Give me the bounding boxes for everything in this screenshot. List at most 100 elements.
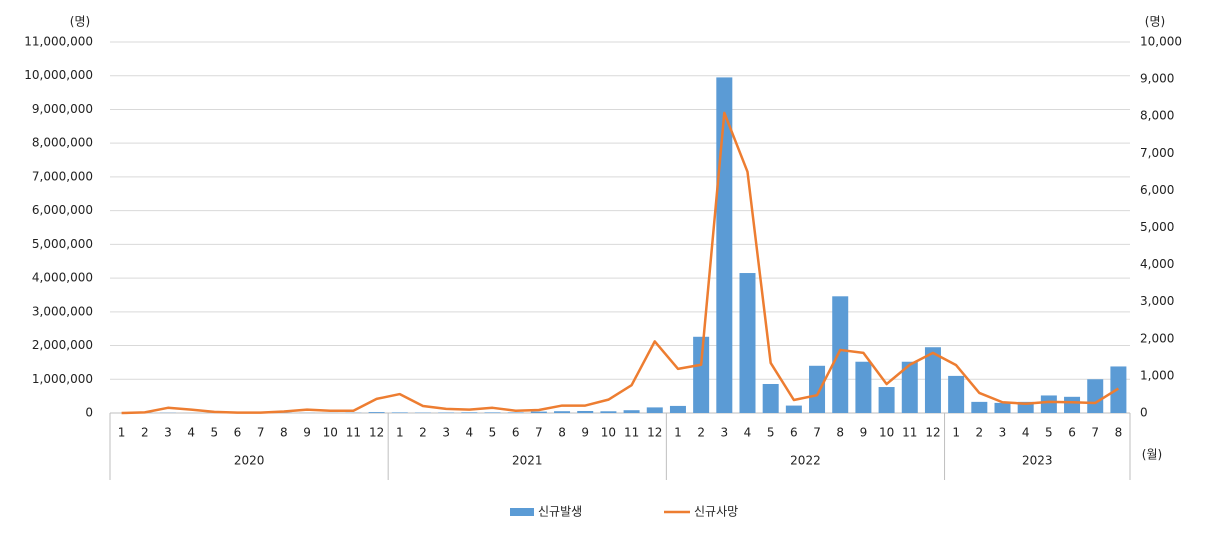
bar: [785, 405, 802, 413]
x-tick-label: 3: [720, 426, 728, 440]
x-tick-label: 12: [647, 426, 662, 440]
x-tick-label: 1: [674, 426, 682, 440]
bar: [1087, 379, 1104, 413]
bar: [693, 336, 710, 413]
x-group-label: 2023: [1022, 454, 1053, 468]
bar: [577, 410, 594, 413]
x-tick-label: 10: [601, 426, 616, 440]
x-tick-label: 2: [419, 426, 427, 440]
y2-tick-label: 9,000: [1140, 72, 1174, 86]
x-tick-label: 1: [118, 426, 126, 440]
x-tick-label: 12: [925, 426, 940, 440]
bar: [554, 411, 571, 413]
bar: [971, 401, 988, 413]
x-tick-label: 6: [234, 426, 242, 440]
y-tick-label: 1,000,000: [32, 372, 93, 386]
y-tick-label: 6,000,000: [32, 203, 93, 217]
x-tick-label: 7: [535, 426, 543, 440]
x-tick-label: 3: [999, 426, 1007, 440]
y2-tick-label: 7,000: [1140, 146, 1174, 160]
bar: [484, 412, 501, 413]
y-tick-label: 0: [85, 406, 93, 420]
x-tick-label: 7: [813, 426, 821, 440]
x-tick-label: 8: [558, 426, 566, 440]
bar: [1017, 401, 1034, 413]
x-tick-label: 2: [697, 426, 705, 440]
x-tick-label: 4: [465, 426, 473, 440]
y2-tick-label: 8,000: [1140, 109, 1174, 123]
legend-label: 신규사망: [694, 505, 738, 519]
bar: [994, 402, 1011, 413]
x-tick-label: 7: [1091, 426, 1099, 440]
x-tick-label: 5: [210, 426, 218, 440]
y-tick-label: 11,000,000: [24, 35, 93, 49]
bar: [1040, 395, 1057, 413]
x-tick-label: 4: [1022, 426, 1030, 440]
x-tick-label: 5: [767, 426, 775, 440]
x-tick-label: 11: [902, 426, 917, 440]
x-tick-label: 2: [975, 426, 983, 440]
bar: [924, 347, 941, 413]
legend-label: 신규발생: [538, 505, 582, 519]
bar: [507, 412, 524, 413]
x-tick-label: 9: [860, 426, 868, 440]
x-group-label: 2021: [512, 454, 543, 468]
x-tick-label: 11: [624, 426, 639, 440]
x-tick-label: 1: [952, 426, 960, 440]
y2-tick-label: 10,000: [1140, 35, 1182, 49]
y-tick-label: 8,000,000: [32, 136, 93, 150]
bar: [669, 405, 686, 413]
x-tick-label: 3: [164, 426, 172, 440]
y2-tick-label: 6,000: [1140, 183, 1174, 197]
bar: [809, 365, 826, 413]
y-tick-label: 9,000,000: [32, 102, 93, 116]
bar: [739, 273, 756, 413]
bar: [646, 407, 663, 413]
bar: [530, 411, 547, 413]
bar: [1064, 396, 1081, 413]
bar: [855, 361, 872, 413]
x-unit: (월): [1142, 448, 1162, 462]
x-tick-label: 4: [744, 426, 752, 440]
x-tick-label: 12: [369, 426, 384, 440]
y-tick-label: 7,000,000: [32, 169, 93, 183]
bar: [391, 412, 408, 413]
x-tick-label: 4: [187, 426, 195, 440]
line: [121, 111, 1120, 415]
y-tick-label: 10,000,000: [24, 68, 93, 82]
y2-tick-label: 3,000: [1140, 294, 1174, 308]
x-tick-label: 6: [1068, 426, 1076, 440]
x-tick-label: 9: [581, 426, 589, 440]
bar: [901, 361, 918, 413]
x-tick-label: 5: [1045, 426, 1053, 440]
bar: [762, 383, 779, 413]
bar: [623, 410, 640, 413]
y2-tick-label: 0: [1140, 406, 1148, 420]
bar: [368, 412, 385, 413]
bar: [948, 375, 965, 413]
y-tick-label: 2,000,000: [32, 338, 93, 352]
x-tick-label: 8: [1115, 426, 1123, 440]
legend-swatch: [510, 508, 534, 516]
x-tick-label: 6: [512, 426, 520, 440]
x-tick-label: 3: [442, 426, 450, 440]
x-group-label: 2022: [790, 454, 821, 468]
x-tick-label: 10: [879, 426, 894, 440]
y-unit: (명): [70, 15, 90, 29]
y-tick-label: 4,000,000: [32, 271, 93, 285]
x-tick-label: 9: [303, 426, 311, 440]
x-tick-label: 10: [323, 426, 338, 440]
x-tick-label: 11: [346, 426, 361, 440]
x-tick-label: 6: [790, 426, 798, 440]
y2-tick-label: 4,000: [1140, 257, 1174, 271]
x-tick-label: 5: [489, 426, 497, 440]
x-tick-label: 8: [836, 426, 844, 440]
bar: [600, 411, 617, 413]
x-tick-label: 8: [280, 426, 288, 440]
y2-unit: (명): [1145, 15, 1165, 29]
x-tick-label: 7: [257, 426, 265, 440]
y-tick-label: 5,000,000: [32, 237, 93, 251]
y2-tick-label: 2,000: [1140, 331, 1174, 345]
bar: [878, 387, 895, 413]
